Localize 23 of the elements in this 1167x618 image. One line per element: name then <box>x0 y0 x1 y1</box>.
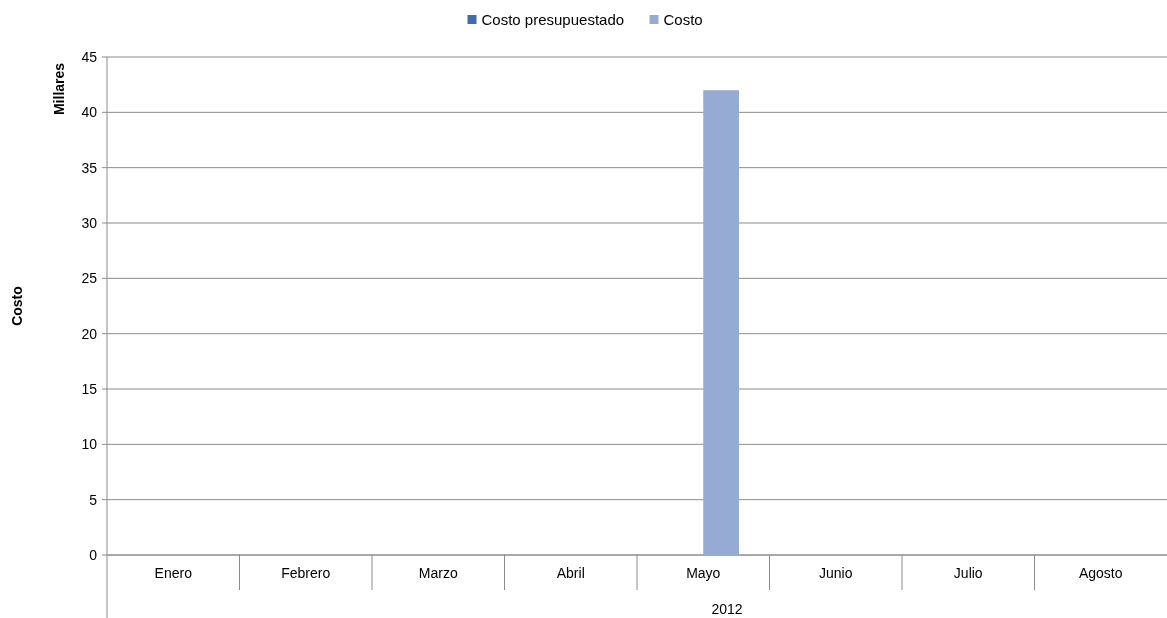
y-tick-label: 45 <box>81 48 98 65</box>
legend-label: Costo presupuestado <box>481 11 625 29</box>
y-tick-label: 15 <box>81 380 98 397</box>
y-tick-label: 25 <box>81 270 98 287</box>
y-tick-label: 0 <box>89 546 98 563</box>
x-tick-label: Abril <box>556 565 585 581</box>
y-axis-title: Costo <box>9 286 25 326</box>
x-tick-label: Marzo <box>418 565 458 581</box>
y-tick-label: 35 <box>81 159 98 176</box>
x-tick-label: Agosto <box>1078 565 1123 581</box>
y-tick-label: 5 <box>89 491 98 508</box>
y-tick-label: 40 <box>81 104 98 121</box>
y-tick-label: 20 <box>81 325 98 342</box>
x-axis-title: 2012 <box>711 601 743 617</box>
y-tick-label: 10 <box>81 436 98 453</box>
x-tick-label: Junio <box>819 565 853 581</box>
x-tick-label: Julio <box>953 565 983 581</box>
y-tick-label: 30 <box>81 214 98 231</box>
x-tick-label: Febrero <box>281 565 331 581</box>
x-tick-label: Enero <box>154 565 193 581</box>
x-tick-label: Mayo <box>686 565 721 581</box>
legend-label: Costo <box>663 11 703 29</box>
text: Millares <box>51 62 67 116</box>
